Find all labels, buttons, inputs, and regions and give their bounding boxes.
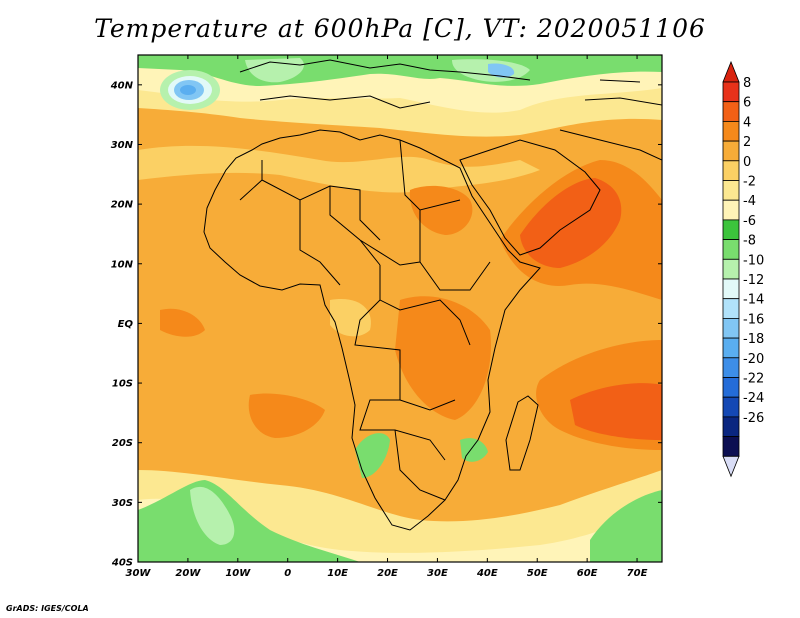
x-tick-label: 20E bbox=[377, 568, 398, 579]
colorbar-label: -6 bbox=[743, 214, 756, 229]
field-warm-west-south bbox=[138, 390, 250, 462]
coastlines bbox=[203, 59, 662, 531]
x-tick-label: 20W bbox=[175, 568, 201, 579]
field-cold-ring-4 bbox=[180, 85, 196, 95]
colorbar-label: -26 bbox=[743, 411, 764, 426]
colorbar-label: -22 bbox=[743, 372, 764, 387]
temperature-field bbox=[138, 55, 662, 562]
x-tick-label: 70E bbox=[627, 568, 648, 579]
arabia-coast bbox=[459, 139, 601, 256]
x-tick-label: 10W bbox=[225, 568, 251, 579]
field-hot-central bbox=[395, 296, 491, 420]
colorbar-swatch bbox=[722, 160, 740, 181]
field-hot-sahel bbox=[409, 185, 473, 235]
colorbar-top-triangle bbox=[722, 60, 740, 83]
colorbar-swatch bbox=[722, 377, 740, 398]
colorbar-label: 6 bbox=[743, 96, 751, 111]
y-tick-label: 10S bbox=[112, 379, 133, 390]
field-hot-south-atlantic bbox=[248, 393, 325, 438]
colorbar: 8 6 4 2 0 -2 -4 -6 -8 -10 -12 -14 -16 -18 -20 -22 -24 -26 bbox=[722, 60, 764, 478]
field-green-kalahari bbox=[355, 433, 390, 478]
y-tick-label: 30N bbox=[111, 140, 134, 151]
colorbar-label: -20 bbox=[743, 352, 764, 367]
colorbar-swatch bbox=[722, 298, 740, 319]
colorbar-swatch bbox=[722, 180, 740, 201]
colorbar-bottom-triangle bbox=[722, 455, 740, 478]
colorbar-swatch bbox=[722, 101, 740, 122]
europe-coast bbox=[239, 59, 531, 109]
colorbar-swatch bbox=[722, 81, 740, 103]
x-axis-ticks: 30W 20W 10W 0 10E 20E 30E 40E 50E 60E 70E bbox=[126, 568, 648, 579]
colorbar-swatch bbox=[722, 121, 740, 142]
colorbar-label: 4 bbox=[743, 115, 751, 130]
colorbar-label: 2 bbox=[743, 135, 751, 150]
chart-title: Temperature at 600hPa [C], VT: 202005110… bbox=[94, 14, 706, 43]
colorbar-label: -12 bbox=[743, 273, 764, 288]
x-tick-label: 40E bbox=[476, 568, 498, 579]
y-tick-label: 20S bbox=[112, 438, 133, 449]
y-tick-label: 30S bbox=[112, 498, 133, 509]
colorbar-label: -18 bbox=[743, 332, 764, 347]
colorbar-swatch bbox=[722, 416, 740, 437]
colorbar-label: -24 bbox=[743, 391, 764, 406]
colorbar-label: -2 bbox=[743, 175, 756, 190]
x-tick-label: 10E bbox=[327, 568, 348, 579]
field-south-green-east bbox=[590, 490, 662, 562]
field-green-mozambique bbox=[460, 438, 488, 462]
y-tick-label: 40S bbox=[111, 558, 133, 569]
field-sahara-band bbox=[138, 145, 540, 193]
colorbar-label: -14 bbox=[743, 293, 764, 308]
credit-text: GrADS: IGES/COLA bbox=[6, 604, 89, 613]
x-tick-label: 30W bbox=[126, 568, 152, 579]
field-yellow-congo bbox=[330, 299, 371, 337]
tick-marks bbox=[137, 55, 662, 563]
colorbar-swatch bbox=[722, 337, 740, 359]
colorbar-swatch bbox=[722, 357, 740, 378]
colorbar-swatch bbox=[722, 199, 740, 221]
colorbar-swatch bbox=[722, 278, 740, 300]
x-tick-label: 60E bbox=[577, 568, 598, 579]
colorbar-swatch bbox=[722, 436, 740, 457]
colorbar-swatch bbox=[722, 396, 740, 418]
colorbar-swatch bbox=[722, 140, 740, 162]
colorbar-label: 8 bbox=[743, 76, 751, 91]
x-tick-label: 0 bbox=[284, 568, 291, 579]
colorbar-swatch bbox=[722, 219, 740, 240]
colorbar-swatch bbox=[722, 258, 740, 280]
country-borders bbox=[239, 139, 491, 501]
y-axis-ticks: 40N 30N 20N 10N EQ 10S 20S 30S 40S bbox=[110, 80, 134, 568]
asia-coast bbox=[559, 79, 662, 161]
colorbar-label: -4 bbox=[743, 194, 756, 209]
y-tick-label: 20N bbox=[111, 200, 134, 211]
y-tick-label: 10N bbox=[111, 259, 134, 270]
colorbar-label: -10 bbox=[743, 253, 764, 268]
x-tick-label: 50E bbox=[527, 568, 548, 579]
field-north-blue-2 bbox=[488, 63, 515, 78]
field-hot-indian-core bbox=[570, 383, 662, 440]
y-tick-label: 40N bbox=[110, 80, 134, 91]
field-south-palegreen bbox=[190, 486, 235, 545]
colorbar-swatch bbox=[722, 317, 740, 339]
colorbar-label: -8 bbox=[743, 234, 756, 249]
madagascar-coast bbox=[505, 395, 539, 471]
africa-coast bbox=[203, 129, 541, 531]
colorbar-label: -16 bbox=[743, 312, 764, 327]
colorbar-swatch bbox=[722, 239, 740, 260]
plot-frame bbox=[137, 54, 663, 563]
colorbar-label: 0 bbox=[743, 155, 751, 170]
field-hot-gulf bbox=[160, 308, 205, 337]
x-tick-label: 30E bbox=[427, 568, 448, 579]
y-tick-label: EQ bbox=[118, 319, 134, 330]
